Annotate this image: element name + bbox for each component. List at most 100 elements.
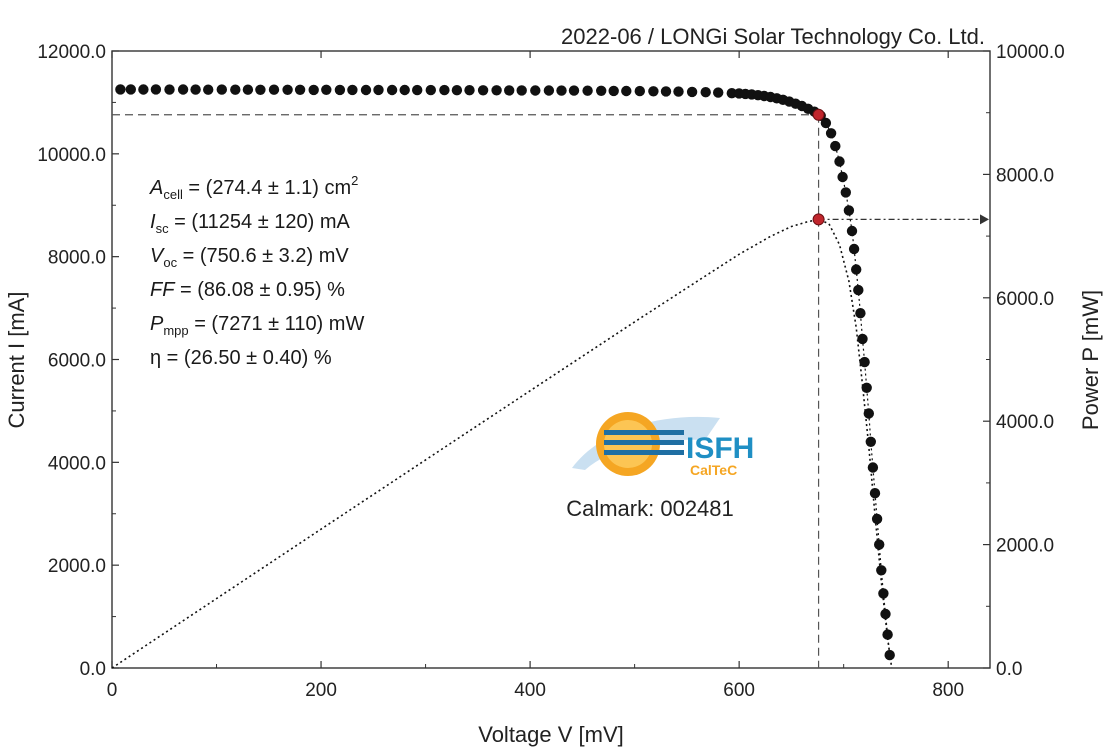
iv-point [726, 88, 737, 99]
iv-point [138, 84, 149, 95]
iv-point [673, 86, 684, 97]
y2-tick-label: 10000.0 [996, 42, 1065, 63]
iv-point [439, 84, 450, 96]
power-arrow [980, 214, 989, 225]
iv-point [203, 84, 214, 95]
calmark: Calmark: 002481 [566, 496, 734, 521]
iv-point [516, 85, 527, 96]
mpp-markers [812, 108, 825, 226]
iv-point [861, 382, 872, 393]
iv-point [871, 513, 883, 525]
power-curve [111, 218, 893, 669]
iv-point [634, 85, 645, 97]
iv-point [857, 333, 868, 345]
iv-points [115, 84, 895, 661]
iv-point [820, 117, 832, 129]
y-tick-label: 2000.0 [48, 556, 106, 577]
iv-point [863, 408, 874, 419]
parameter-line: FF = (86.08 ± 0.95) % [150, 279, 345, 301]
iv-point [867, 462, 879, 473]
logo-stripe-1 [604, 430, 684, 435]
iv-point [837, 171, 848, 183]
iv-point [294, 84, 306, 96]
iv-point [451, 85, 463, 96]
iv-point [648, 86, 659, 97]
iv-point [843, 205, 855, 216]
iv-point [882, 629, 893, 640]
iv-point [373, 84, 384, 96]
iv-point [347, 84, 358, 96]
iv-point [334, 84, 346, 96]
iv-point [360, 84, 372, 96]
iv-point [582, 85, 593, 96]
y-tick-label: 12000.0 [37, 42, 106, 63]
y-tick-label: 10000.0 [37, 145, 106, 166]
x-tick-label: 800 [932, 680, 964, 701]
ticks-layer: 0 200 400 600 8000.02000.04000.06000.08000.0… [37, 42, 1064, 701]
iv-point [884, 649, 895, 661]
iv-point [859, 356, 870, 368]
iv-point [825, 128, 837, 139]
y-axis-label: Current I [mA] [4, 292, 29, 429]
parameter-line: Isc = (11254 ± 120) mA [150, 211, 350, 236]
iv-point [150, 84, 162, 95]
parameter-line: η = (26.50 ± 0.40) % [150, 347, 332, 369]
iv-point [308, 84, 319, 96]
x-tick-label: 600 [723, 680, 755, 701]
y2-axis-label: Power P [mW] [1078, 290, 1103, 430]
iv-point [834, 156, 845, 167]
guides-layer [112, 114, 989, 668]
iv-point [399, 84, 410, 96]
y2-tick-label: 8000.0 [996, 165, 1054, 186]
iv-point [556, 85, 567, 96]
iv-point [268, 84, 280, 95]
y2-tick-label: 0.0 [996, 659, 1022, 680]
mpp-iv-marker [812, 108, 825, 121]
y-tick-label: 6000.0 [48, 351, 106, 372]
iv-point [853, 284, 864, 296]
x-tick-label: 200 [305, 680, 337, 701]
iv-point [477, 85, 489, 96]
iv-point [713, 87, 724, 98]
iv-point [621, 85, 632, 97]
y-tick-label: 4000.0 [48, 453, 106, 474]
y-tick-label: 8000.0 [48, 248, 106, 269]
logo-sub: CalTeC [690, 462, 737, 478]
x-axis-label: Voltage V [mV] [478, 722, 624, 747]
iv-point [530, 85, 541, 96]
logo-stripe-2 [604, 440, 684, 445]
iv-point [115, 84, 126, 95]
x-tick-label: 400 [514, 680, 546, 701]
iv-point [880, 608, 891, 620]
iv-point [386, 84, 398, 96]
iv-point [282, 84, 293, 96]
iv-point [425, 84, 436, 96]
iv-point [869, 488, 881, 499]
iv-point [686, 86, 698, 98]
parameter-line: Pmpp = (7271 ± 110) mW [150, 313, 364, 338]
iv-point [865, 436, 876, 447]
iv-point [568, 85, 580, 96]
iv-point [851, 264, 862, 275]
iv-point [874, 539, 885, 550]
iv-point [596, 85, 607, 97]
iv-point [177, 84, 189, 95]
x-tick-label: 0 [107, 680, 118, 701]
y2-tick-label: 4000.0 [996, 412, 1054, 433]
iv-point [840, 187, 851, 198]
isfh-logo: ISFH CalTeC [572, 412, 754, 478]
iv-point [412, 84, 423, 96]
logo-name: ISFH [686, 432, 754, 465]
iv-point [125, 84, 136, 95]
source-note: 2022-06 / LONGi Solar Technology Co. Ltd… [561, 24, 985, 49]
iv-point [878, 588, 889, 599]
iv-point [700, 87, 711, 98]
iv-point [846, 225, 858, 237]
power-curve-line [111, 218, 893, 669]
parameter-line: Acell = (274.4 ± 1.1) cm2 [149, 173, 358, 202]
iv-point [321, 84, 332, 96]
iv-point [660, 86, 672, 97]
logo-stripe-3 [604, 450, 684, 455]
iv-point [848, 243, 860, 255]
